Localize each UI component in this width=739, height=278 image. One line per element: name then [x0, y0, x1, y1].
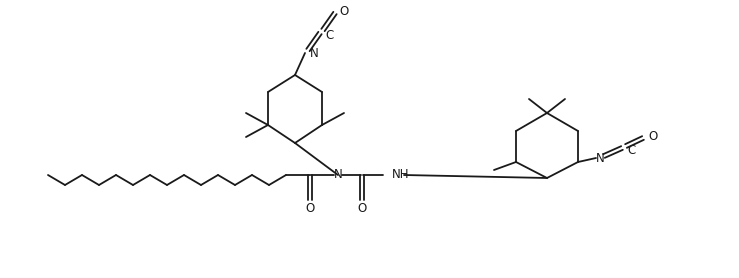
Text: NH: NH: [392, 168, 409, 182]
Text: N: N: [333, 168, 342, 182]
Text: O: O: [648, 130, 657, 143]
Text: O: O: [339, 4, 348, 18]
Text: O: O: [358, 202, 367, 215]
Text: C: C: [325, 29, 333, 41]
Text: C: C: [627, 143, 636, 157]
Text: N: N: [310, 46, 319, 59]
Text: O: O: [305, 202, 315, 215]
Text: N: N: [596, 152, 605, 165]
